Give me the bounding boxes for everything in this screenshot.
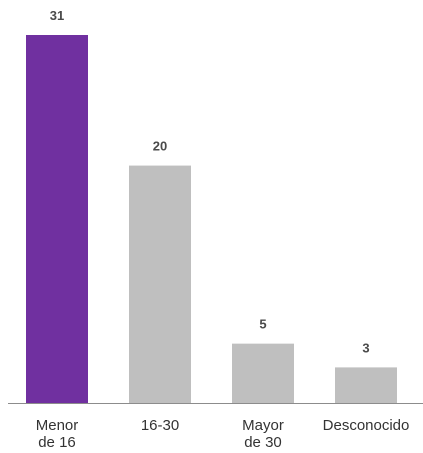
bar-value-label-2: 5	[259, 317, 266, 332]
x-tick-line: Desconocido	[323, 417, 410, 434]
x-tick-line: de 30	[244, 434, 282, 451]
bar-3	[335, 367, 397, 403]
bar-2	[232, 343, 294, 403]
bar-0	[26, 35, 88, 403]
x-tick-label-2: Mayor de 30	[242, 417, 284, 451]
x-tick-line: 16-30	[141, 417, 179, 434]
x-tick-label-3: Desconocido	[323, 417, 410, 434]
bar-1	[129, 165, 191, 403]
x-tick-line: de 16	[38, 434, 76, 451]
bar-value-label-1: 20	[153, 139, 167, 154]
x-tick-line: Menor	[36, 417, 79, 434]
x-tick-line: Mayor	[242, 417, 284, 434]
x-tick-label-1: 16-30	[141, 417, 179, 434]
x-tick-label-0: Menor de 16	[36, 417, 79, 451]
bar-value-label-3: 3	[362, 340, 369, 355]
bar-value-label-0: 31	[50, 8, 64, 23]
